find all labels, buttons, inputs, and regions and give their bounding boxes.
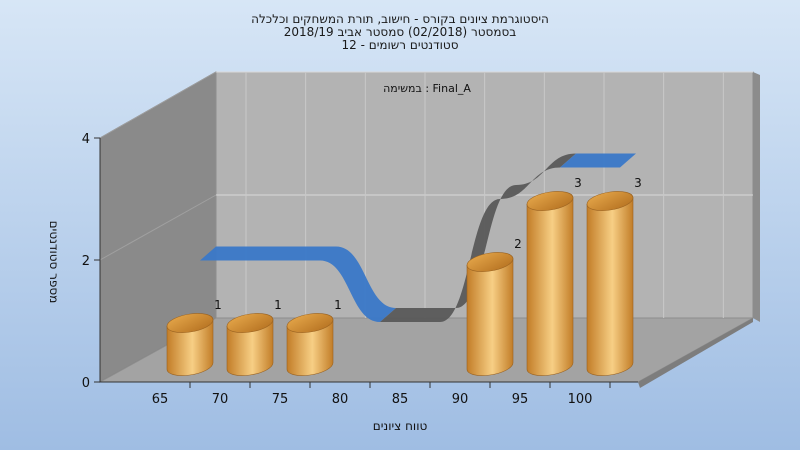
bar-value-label: 3 [634, 176, 642, 190]
bar-body [586, 197, 634, 376]
trend-ribbon [200, 153, 636, 322]
back-wall-edge [753, 72, 760, 322]
floor-edge [638, 318, 753, 388]
x-tick-label: 70 [212, 392, 229, 407]
x-axis-label: טווח ציונים [373, 419, 428, 433]
title-line-1: היסטוגרמת ציונים בקורס - חישוב, תורת המש… [251, 12, 549, 26]
bar-top [466, 252, 514, 272]
x-tick-label: 90 [452, 392, 469, 407]
bar [226, 313, 274, 376]
y-axis-label: מספר סטודנטים [47, 221, 61, 304]
bar [166, 313, 214, 376]
trend-ribbon-gray [380, 153, 576, 322]
bar-value-label: 1 [214, 298, 222, 312]
bar-body [226, 319, 274, 376]
bar-top [586, 191, 634, 211]
bar-body [466, 258, 514, 376]
x-tick-label: 95 [512, 392, 529, 407]
grid-line-side [99, 194, 217, 261]
grid-lines [99, 71, 753, 318]
bar-value-label: 2 [514, 237, 522, 251]
bar-value-label: 1 [274, 298, 282, 312]
x-tick-label: 100 [568, 392, 593, 407]
x-tick-label: 75 [272, 392, 289, 407]
y-axis-ticks: 0 2 4 [82, 132, 100, 391]
trend-ribbon-blue-low [200, 246, 396, 322]
bar [466, 252, 514, 376]
bar [586, 191, 634, 376]
title-line-3: סטודנטים רשומים - 12 [341, 38, 458, 52]
x-axis-ticks: 65 70 75 80 85 90 95 100 [152, 382, 611, 407]
trend-ribbon-blue-high [560, 153, 636, 168]
y-tick-label: 2 [82, 254, 90, 269]
x-tick-label: 80 [332, 392, 349, 407]
bar [526, 191, 574, 376]
bar-top [226, 313, 274, 333]
x-tick-label: 85 [392, 392, 409, 407]
bar-top [526, 191, 574, 211]
bar [286, 313, 334, 376]
x-tick-label: 65 [152, 392, 169, 407]
grid-line-side [99, 71, 217, 139]
bar-body [526, 197, 574, 376]
task-annotation: במשימה : Final_A [383, 82, 471, 95]
title-line-2: בסמסטר (02/2018) סמסטר אביב 2018/19 [284, 25, 516, 39]
bar-body [166, 319, 214, 376]
bar-body [286, 319, 334, 376]
bar-top [286, 313, 334, 333]
bar-top [166, 313, 214, 333]
y-tick-label: 4 [82, 132, 90, 147]
bars: 1 1 1 2 3 3 [166, 176, 642, 376]
bar-value-label: 1 [334, 298, 342, 312]
y-tick-label: 0 [82, 376, 90, 391]
chart-title: היסטוגרמת ציונים בקורס - חישוב, תורת המש… [251, 12, 549, 52]
bar-value-label: 3 [574, 176, 582, 190]
